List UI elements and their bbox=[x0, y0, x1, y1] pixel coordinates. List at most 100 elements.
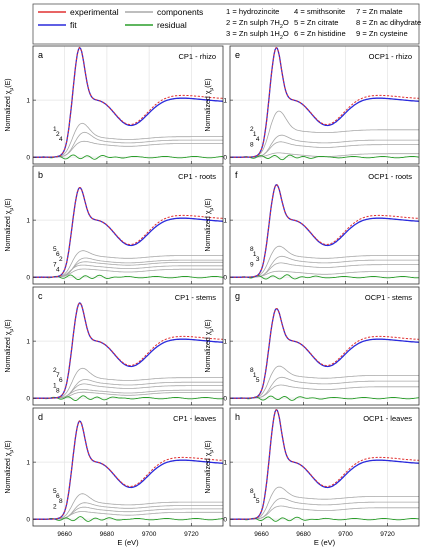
experimental-line bbox=[230, 409, 419, 520]
legend-species-4: 4 = smithsonite bbox=[294, 7, 345, 16]
component-line bbox=[33, 268, 223, 278]
component-label: 5 bbox=[53, 246, 57, 253]
y-axis-label: Normalized χμ(E) bbox=[5, 78, 15, 131]
panel-frame bbox=[32, 407, 224, 527]
component-line bbox=[33, 122, 223, 158]
legend-species-6: 6 = Zn histidine bbox=[294, 29, 346, 38]
y-tick-label: 1 bbox=[26, 460, 30, 467]
residual-line bbox=[230, 516, 419, 522]
legend-frame bbox=[32, 3, 420, 45]
component-line bbox=[33, 389, 223, 399]
y-tick-label: 1 bbox=[223, 98, 227, 105]
component-label: 7 bbox=[56, 372, 60, 379]
panel-letter: e bbox=[235, 50, 240, 60]
component-line bbox=[33, 367, 223, 399]
panel-frame bbox=[32, 165, 224, 285]
component-label: 5 bbox=[256, 498, 260, 505]
legend-species-9: 9 = Zn cysteine bbox=[356, 29, 408, 38]
y-tick-label: 1 bbox=[26, 218, 30, 225]
y-axis-label: Normalized χμ(E) bbox=[205, 198, 215, 251]
component-line bbox=[230, 505, 419, 520]
experimental-line bbox=[230, 47, 419, 158]
x-tick-label: 9700 bbox=[338, 531, 353, 538]
panel-frame bbox=[229, 45, 420, 165]
fit-line bbox=[33, 186, 223, 278]
panel-title: CP1 - roots bbox=[178, 172, 216, 181]
component-line bbox=[33, 140, 223, 158]
y-tick-label: 1 bbox=[26, 98, 30, 105]
component-label: 7 bbox=[53, 261, 57, 268]
component-line bbox=[33, 391, 223, 399]
panel-title: OCP1 - leaves bbox=[363, 414, 412, 423]
x-tick-label: 9660 bbox=[254, 531, 269, 538]
component-label: 2 bbox=[53, 503, 57, 510]
component-line bbox=[33, 261, 223, 278]
x-tick-label: 9720 bbox=[380, 531, 395, 538]
experimental-line bbox=[230, 184, 419, 278]
panel-title: OCP1 - stems bbox=[365, 293, 412, 302]
component-label: 5 bbox=[256, 377, 260, 384]
y-axis-label: Normalized χμ(E) bbox=[205, 319, 215, 372]
panel-title: CP1 - leaves bbox=[173, 414, 216, 423]
y-tick-label: 0 bbox=[26, 275, 30, 282]
component-label: 5 bbox=[53, 488, 57, 495]
residual-line bbox=[33, 274, 223, 280]
experimental-line bbox=[33, 420, 223, 520]
x-tick-label: 9680 bbox=[100, 531, 115, 538]
legend-label-experimental: experimental bbox=[70, 7, 119, 17]
component-line bbox=[33, 250, 223, 278]
component-label: 8 bbox=[250, 488, 254, 495]
panel-title: OCP1 - roots bbox=[368, 172, 412, 181]
component-line bbox=[230, 365, 419, 399]
component-label: 2 bbox=[56, 131, 60, 138]
panel-frame bbox=[229, 286, 420, 406]
component-label: 8 bbox=[250, 246, 254, 253]
component-label: 2 bbox=[250, 126, 254, 133]
legend-species-8: 8 = Zn ac dihydrate bbox=[356, 18, 421, 27]
fit-line bbox=[230, 184, 419, 278]
x-tick-label: 9720 bbox=[184, 531, 199, 538]
panel-frame bbox=[32, 286, 224, 406]
legend-species-2: 2 = Zn sulph 7H2O bbox=[226, 18, 289, 30]
component-label: 2 bbox=[53, 367, 57, 374]
residual-line bbox=[33, 154, 223, 160]
panel-title: OCP1 - rhizo bbox=[369, 52, 412, 61]
component-label: 6 bbox=[59, 377, 63, 384]
x-tick-label: 9680 bbox=[296, 531, 311, 538]
component-label: 4 bbox=[59, 136, 63, 143]
panel-frame bbox=[229, 407, 420, 527]
y-axis-label: Normalized χμ(E) bbox=[5, 440, 15, 493]
component-label: 1 bbox=[253, 372, 257, 379]
y-axis-label: Normalized χμ(E) bbox=[205, 78, 215, 131]
y-tick-label: 0 bbox=[223, 155, 227, 162]
panel-letter: f bbox=[235, 170, 238, 180]
y-tick-label: 0 bbox=[26, 155, 30, 162]
legend-species-7: 7 = Zn malate bbox=[356, 7, 403, 16]
panel-letter: a bbox=[38, 50, 43, 60]
y-tick-label: 1 bbox=[223, 460, 227, 467]
component-label: 2 bbox=[59, 256, 63, 263]
legend-species-1: 1 = hydrozincite bbox=[226, 7, 279, 16]
y-tick-label: 0 bbox=[26, 396, 30, 403]
legend-label-fit: fit bbox=[70, 20, 77, 30]
component-label: 4 bbox=[56, 266, 60, 273]
experimental-line bbox=[33, 187, 223, 278]
component-line bbox=[230, 245, 419, 278]
y-tick-label: 0 bbox=[223, 517, 227, 524]
residual-line bbox=[33, 516, 223, 522]
residual-line bbox=[33, 395, 223, 401]
experimental-line bbox=[33, 47, 223, 158]
residual-line bbox=[230, 274, 419, 280]
x-axis-label: E (eV) bbox=[117, 538, 139, 547]
component-line bbox=[33, 264, 223, 278]
x-axis-label: E (eV) bbox=[314, 538, 336, 547]
x-tick-label: 9700 bbox=[142, 531, 157, 538]
component-line bbox=[230, 486, 419, 520]
